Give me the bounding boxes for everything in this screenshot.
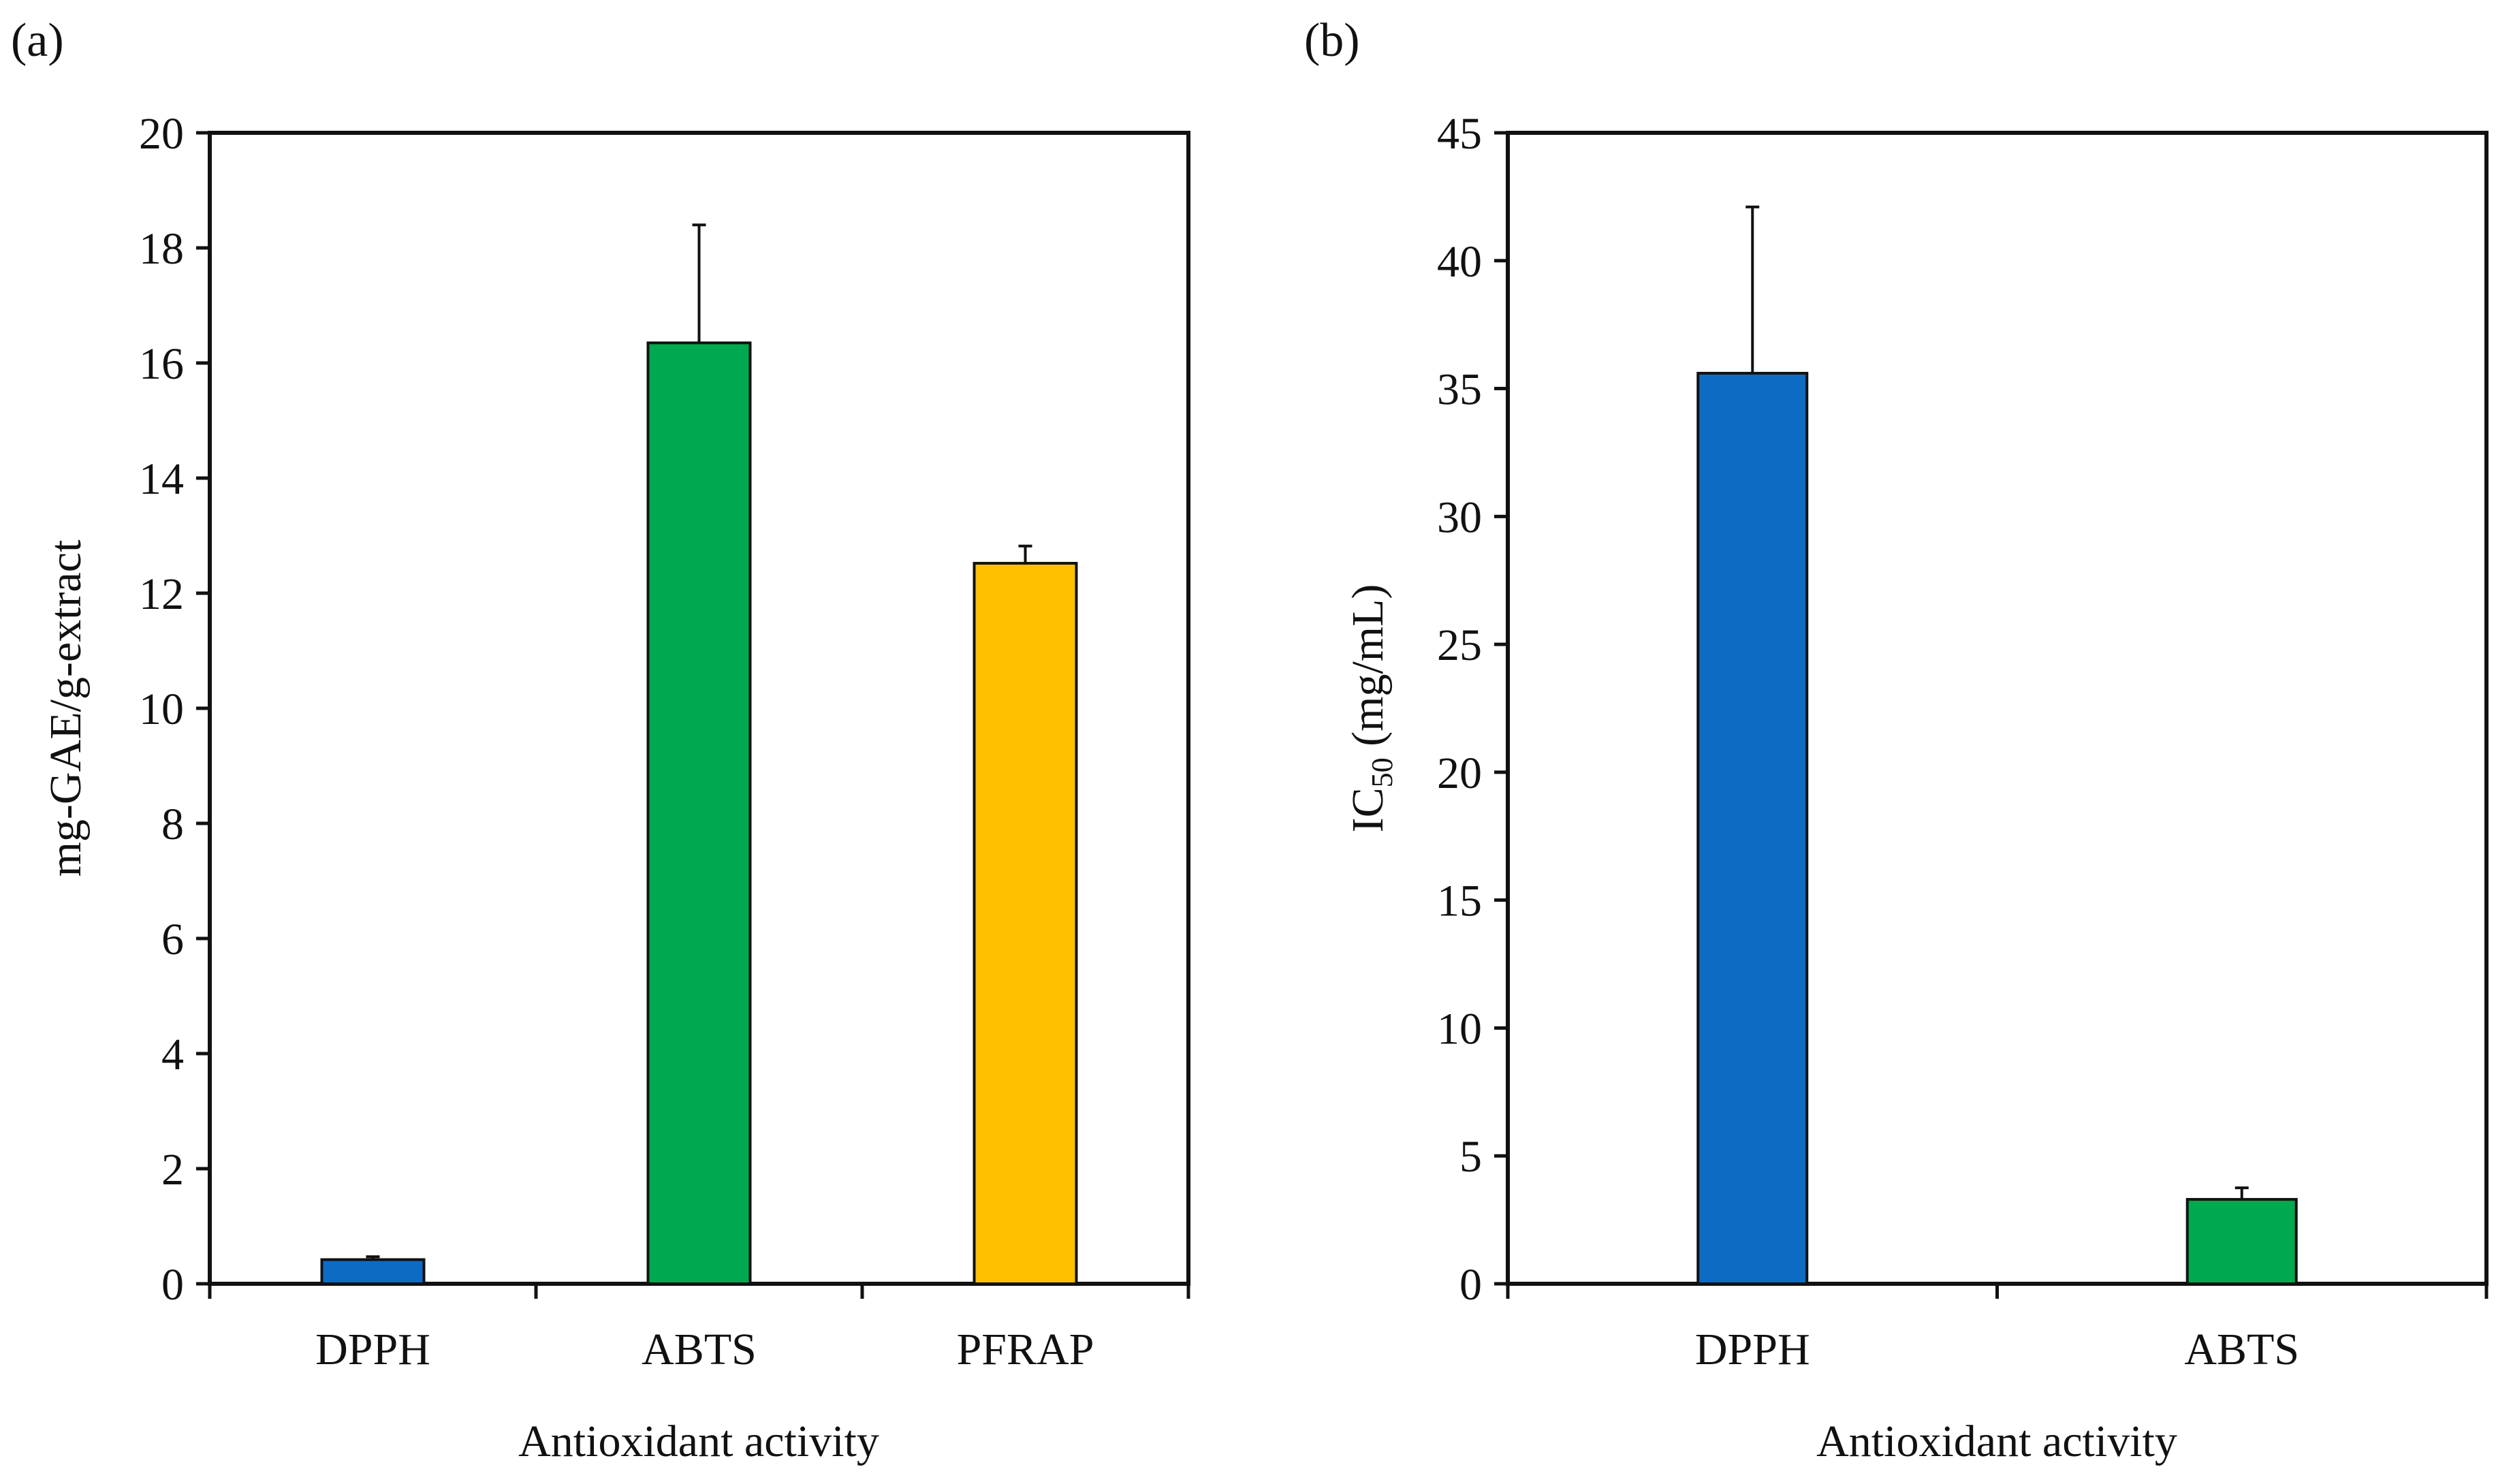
y-tick-label: 10 bbox=[139, 684, 184, 734]
y-axis-title-b: IC50 (mg/mL) bbox=[1343, 584, 1399, 833]
y-axis-a: 0 2 4 6 8 10 12 14 16 18 20 bbox=[139, 109, 210, 1310]
chart-panel-a: (a) 0 2 4 6 8 10 12 14 16 18 20 DPPH ABTS PFRAP mg-G… bbox=[11, 14, 1190, 1466]
bar-abts bbox=[646, 341, 752, 1285]
x-tick-label: DPPH bbox=[315, 1325, 430, 1374]
y-tick-label: 20 bbox=[1437, 748, 1482, 798]
bar-dpph bbox=[320, 1258, 426, 1286]
y-tick-label: 0 bbox=[161, 1260, 184, 1310]
x-axis-b: DPPH ABTS bbox=[1506, 1284, 2489, 1374]
y-tick-label: 25 bbox=[1437, 620, 1482, 670]
y-tick-label: 5 bbox=[1459, 1132, 1482, 1182]
bar-dpph bbox=[1696, 372, 1809, 1285]
bar-pfrap bbox=[973, 562, 1078, 1285]
x-axis-title-a: Antioxidant activity bbox=[518, 1417, 879, 1466]
y-tick-label: 0 bbox=[1459, 1260, 1482, 1310]
y-tick-label: 40 bbox=[1437, 237, 1482, 287]
panel-label-a: (a) bbox=[11, 14, 64, 67]
plot-frame-b bbox=[1506, 131, 2489, 1286]
x-axis-title-b: Antioxidant activity bbox=[1816, 1417, 2177, 1466]
y-tick-label: 16 bbox=[139, 339, 184, 389]
x-tick-label: ABTS bbox=[642, 1325, 757, 1374]
y-tick-label: 12 bbox=[139, 569, 184, 619]
bars-b bbox=[1696, 205, 2298, 1285]
y-tick-label: 35 bbox=[1437, 365, 1482, 415]
y-tick-label: 20 bbox=[139, 109, 184, 159]
y-axis-title-b-unit: (mg/mL) bbox=[1343, 584, 1393, 758]
y-tick-label: 6 bbox=[161, 915, 184, 964]
x-tick-label: PFRAP bbox=[957, 1325, 1094, 1374]
bar-abts bbox=[2185, 1198, 2298, 1285]
x-axis-a: DPPH ABTS PFRAP bbox=[208, 1284, 1190, 1374]
y-axis-b: 0 5 10 15 20 25 30 35 40 45 bbox=[1437, 109, 1508, 1310]
y-tick-label: 30 bbox=[1437, 492, 1482, 542]
y-axis-title-b-main: IC bbox=[1343, 787, 1393, 832]
x-tick-label: DPPH bbox=[1695, 1325, 1810, 1374]
y-tick-label: 15 bbox=[1437, 877, 1482, 926]
y-tick-label: 2 bbox=[161, 1145, 184, 1195]
x-tick-label: ABTS bbox=[2184, 1325, 2299, 1374]
y-tick-label: 45 bbox=[1437, 109, 1482, 159]
y-tick-label: 18 bbox=[139, 224, 184, 274]
y-tick-label: 4 bbox=[161, 1030, 184, 1079]
y-axis-title-b-sub: 50 bbox=[1365, 757, 1399, 787]
y-tick-label: 10 bbox=[1437, 1004, 1482, 1054]
bars-a bbox=[320, 223, 1078, 1286]
y-tick-label: 14 bbox=[139, 454, 184, 504]
y-tick-label: 8 bbox=[161, 800, 184, 849]
panel-label-b: (b) bbox=[1304, 14, 1360, 67]
y-axis-title-a: mg-GAE/g-extract bbox=[41, 540, 91, 877]
chart-panel-b: (b) 0 5 10 15 20 25 30 35 40 45 DPPH ABTS IC50 (mg… bbox=[1304, 14, 2489, 1466]
